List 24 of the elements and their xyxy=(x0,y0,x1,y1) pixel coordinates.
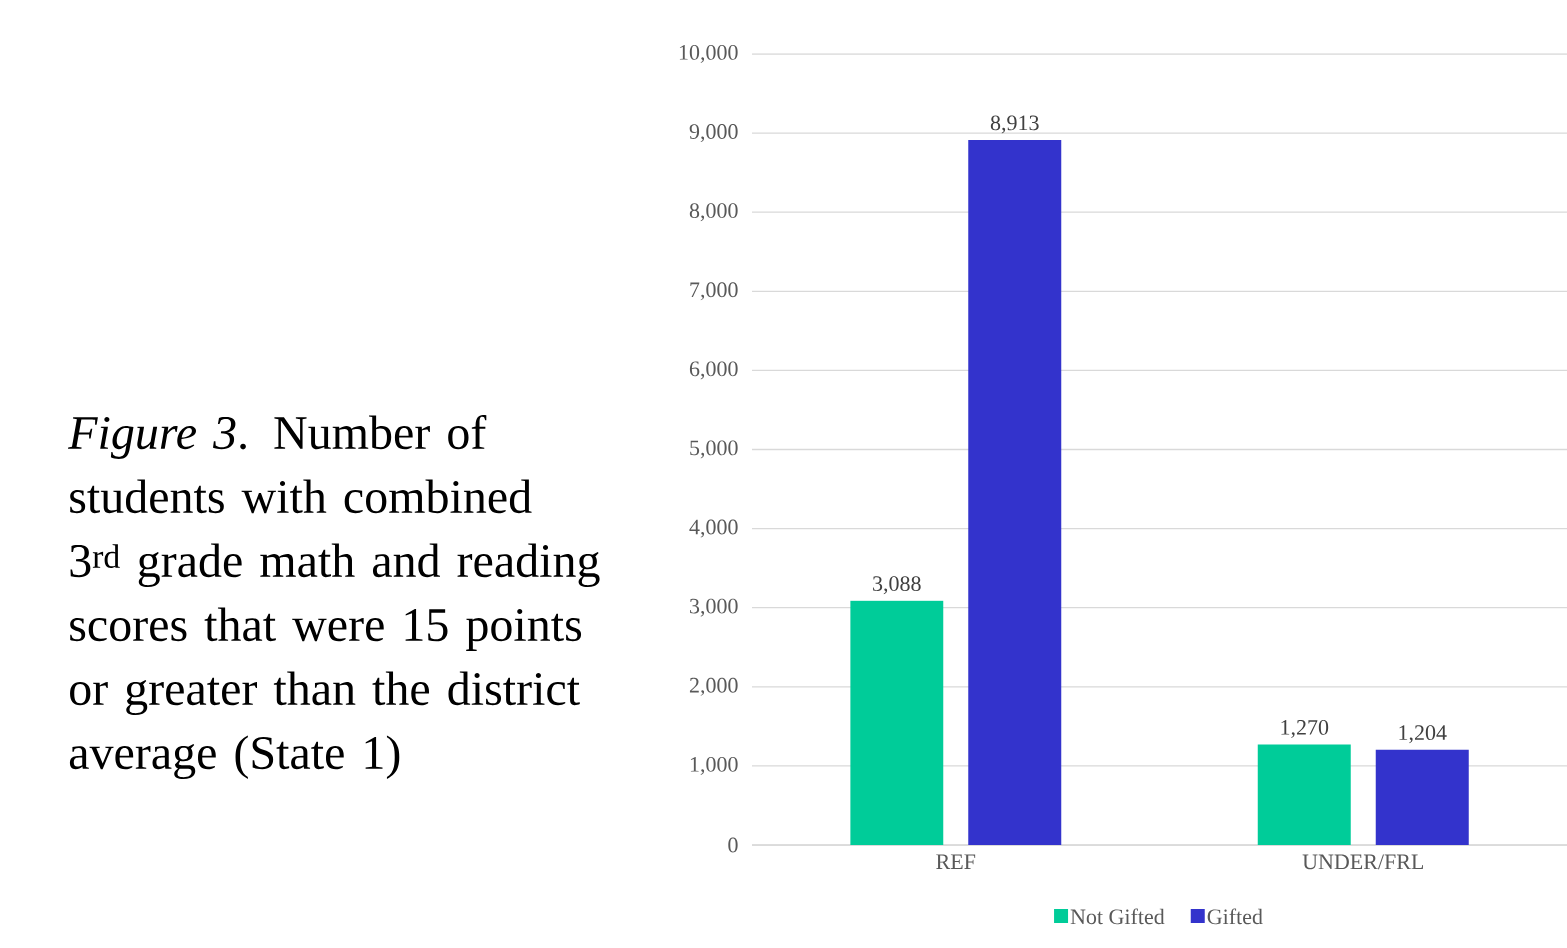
bar xyxy=(1257,744,1351,845)
y-tick-label: 4,000 xyxy=(689,519,738,538)
y-tick-label: 5,000 xyxy=(690,440,738,459)
y-tick-label: 9,000 xyxy=(689,124,738,143)
data-label: 8,913 xyxy=(990,115,1039,134)
y-tick-label: 10,000 xyxy=(679,44,738,63)
y-tick-label: 1,000 xyxy=(690,756,738,775)
data-label: 1,270 xyxy=(1281,719,1329,738)
legend-label: Gifted xyxy=(1207,908,1263,925)
x-tick-label: UNDER/FRL xyxy=(1302,854,1424,870)
bar xyxy=(968,139,1062,845)
bar xyxy=(1375,749,1469,845)
y-tick-label: 6,000 xyxy=(689,361,738,380)
chart-title: Figure 3. Number of students with combined 3$^{rd}$ grade math and reading scores that were 15 points or greater than the district average (State 1) xyxy=(67,414,600,780)
x-tick-label: REF xyxy=(936,854,976,869)
bar xyxy=(850,600,944,845)
y-tick-label: 0 xyxy=(728,837,738,853)
legend-label: Not Gifted xyxy=(1070,908,1165,925)
data-label: 1,204 xyxy=(1399,725,1447,744)
y-tick-label: 3,000 xyxy=(690,598,738,617)
y-tick-label: 7,000 xyxy=(690,282,738,301)
y-tick-label: 8,000 xyxy=(689,203,738,222)
y-tick-label: 2,000 xyxy=(689,677,738,696)
data-label: 3,088 xyxy=(873,576,921,595)
